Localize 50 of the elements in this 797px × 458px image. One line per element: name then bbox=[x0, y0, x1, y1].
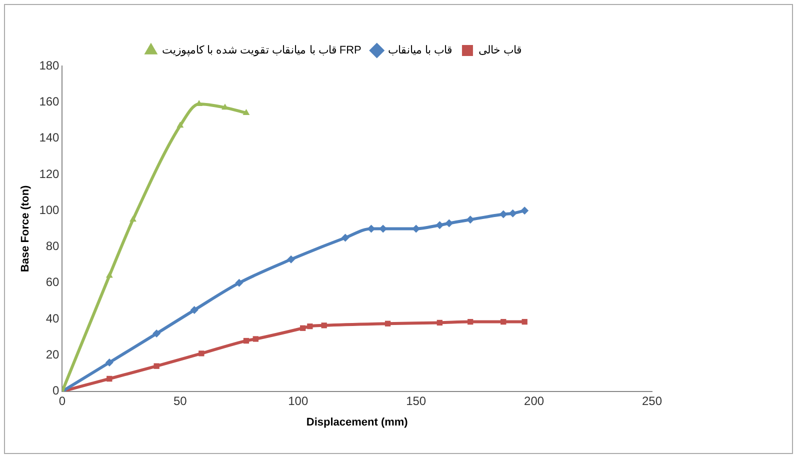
point bbox=[436, 221, 444, 230]
point bbox=[520, 206, 529, 215]
point bbox=[198, 350, 204, 356]
x-tick-label: 200 bbox=[524, 394, 544, 408]
point bbox=[235, 278, 244, 287]
point bbox=[341, 234, 350, 242]
x-tick-label: 250 bbox=[642, 394, 662, 408]
point bbox=[190, 306, 198, 314]
point bbox=[300, 325, 306, 331]
point bbox=[243, 338, 250, 344]
point bbox=[154, 363, 160, 369]
point bbox=[222, 104, 228, 110]
y-tick-label: 120 bbox=[39, 166, 60, 181]
point bbox=[445, 219, 454, 228]
legend-label: قاب با میانقاب تقویت شده با کامپوزیت FRP bbox=[162, 44, 362, 57]
point bbox=[522, 318, 528, 325]
y-tick-label: 20 bbox=[46, 348, 60, 362]
point bbox=[106, 272, 113, 278]
point bbox=[287, 255, 296, 264]
y-tick-label: 160 bbox=[39, 94, 60, 108]
point bbox=[242, 109, 250, 115]
y-tick-label: 60 bbox=[46, 275, 60, 290]
point bbox=[252, 336, 258, 342]
point bbox=[499, 210, 508, 218]
point bbox=[466, 216, 474, 224]
point bbox=[508, 209, 517, 218]
x-tick-label: 100 bbox=[288, 394, 308, 408]
y-tick-label: 140 bbox=[39, 130, 60, 145]
legend-label: قاب خالی bbox=[478, 44, 522, 57]
point bbox=[130, 216, 136, 222]
point bbox=[106, 376, 112, 382]
point bbox=[468, 318, 474, 325]
x-axis-title: Displacement (mm) bbox=[306, 416, 408, 428]
point bbox=[152, 330, 161, 338]
y-tick-label: 0 bbox=[52, 384, 60, 398]
point bbox=[176, 122, 184, 128]
x-tick-label: 50 bbox=[173, 394, 188, 408]
y-axis-title: Base Force (ton) bbox=[20, 184, 32, 272]
point bbox=[321, 322, 327, 328]
x-tick-label: 150 bbox=[406, 394, 426, 408]
y-tick-label: 180 bbox=[39, 58, 60, 72]
legend-label: قاب با میانقاب bbox=[388, 44, 452, 57]
point bbox=[436, 320, 443, 326]
y-tick-label: 40 bbox=[46, 311, 60, 326]
point bbox=[500, 318, 506, 325]
y-tick-label: 80 bbox=[46, 239, 60, 254]
point bbox=[307, 323, 313, 330]
y-tick-label: 100 bbox=[39, 202, 60, 217]
point bbox=[105, 358, 114, 366]
point bbox=[384, 320, 391, 326]
